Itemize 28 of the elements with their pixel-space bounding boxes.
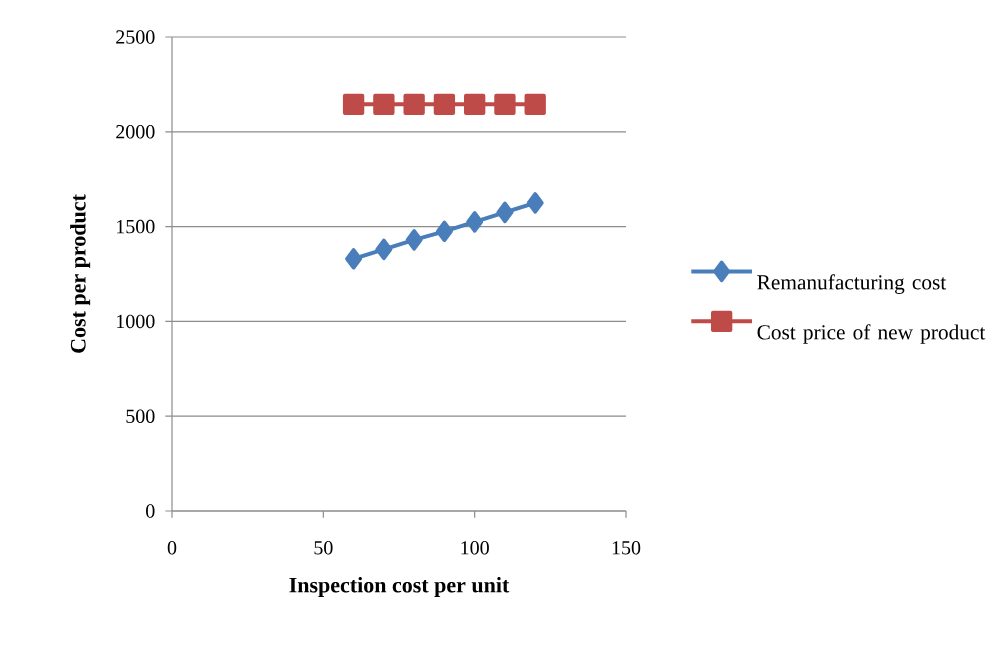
y-tick-label: 1000 bbox=[117, 314, 155, 329]
point bbox=[496, 201, 514, 224]
legend-label: Cost price of new product bbox=[757, 324, 986, 344]
y-tick-label: 1500 bbox=[117, 219, 155, 234]
point bbox=[524, 93, 546, 115]
x-tick-label: 50 bbox=[314, 541, 333, 555]
point bbox=[433, 93, 456, 115]
x-tick-label: 100 bbox=[461, 541, 489, 555]
legend-label: Remanufacturing cost bbox=[757, 274, 947, 294]
point bbox=[375, 238, 393, 261]
point bbox=[466, 211, 484, 233]
y-tick-label: 0 bbox=[146, 504, 155, 518]
x-tick-label: 0 bbox=[167, 541, 177, 555]
point bbox=[345, 248, 363, 270]
y-tick-label: 2500 bbox=[116, 30, 155, 44]
y-tick-label: 2000 bbox=[116, 125, 155, 139]
y-tick-label: 500 bbox=[126, 409, 155, 423]
y-axis-title: Cost per product bbox=[70, 194, 91, 353]
point bbox=[405, 229, 423, 251]
point bbox=[403, 93, 425, 115]
point bbox=[464, 93, 486, 115]
x-axis-title: Inspection cost per unit bbox=[289, 577, 510, 597]
point bbox=[373, 93, 395, 115]
point bbox=[494, 93, 516, 115]
point bbox=[342, 93, 365, 115]
point bbox=[435, 220, 453, 243]
x-tick-label: 150 bbox=[612, 541, 641, 555]
point bbox=[526, 192, 544, 214]
